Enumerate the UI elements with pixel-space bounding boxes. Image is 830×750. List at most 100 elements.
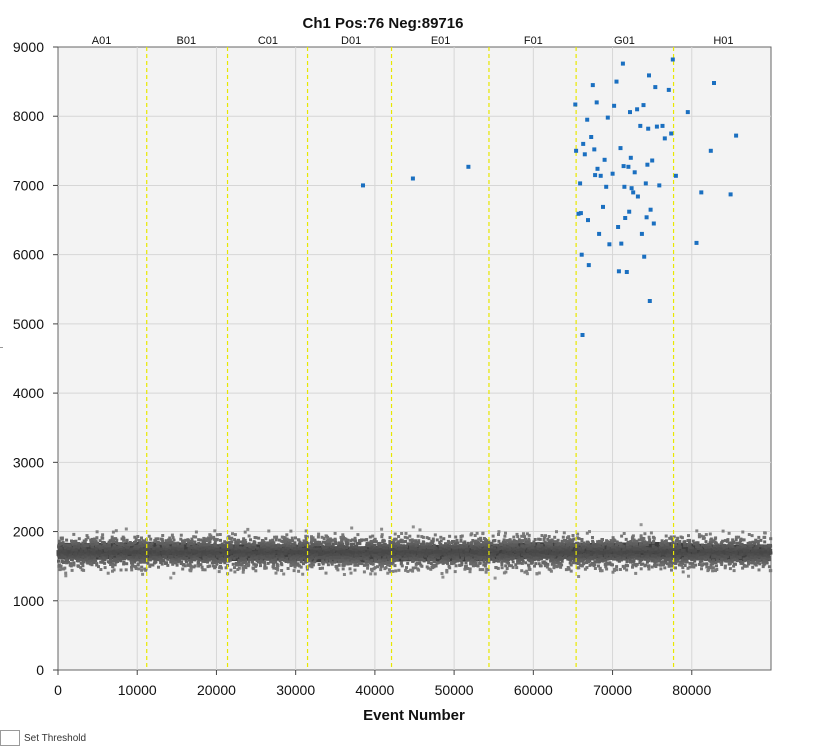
negative-droplet: [344, 560, 348, 564]
negative-droplet: [176, 551, 180, 555]
negative-droplet: [374, 551, 378, 554]
negative-droplet: [535, 549, 539, 553]
negative-droplet: [232, 550, 236, 554]
negative-droplet: [150, 545, 154, 549]
negative-droplet: [318, 555, 322, 559]
negative-droplet: [746, 549, 750, 553]
negative-droplet: [481, 531, 485, 535]
negative-droplet: [688, 565, 692, 569]
negative-droplet: [666, 557, 670, 561]
negative-droplet: [645, 550, 649, 554]
negative-droplet: [482, 551, 486, 555]
negative-droplet: [767, 554, 770, 558]
negative-droplet: [544, 561, 548, 565]
negative-droplet: [692, 542, 696, 546]
negative-droplet: [299, 560, 303, 564]
negative-droplet: [738, 548, 742, 552]
negative-droplet: [564, 568, 568, 572]
negative-droplet: [278, 559, 282, 563]
negative-droplet: [594, 547, 598, 551]
negative-droplet: [68, 544, 72, 548]
negative-droplet: [251, 547, 255, 551]
negative-droplet: [270, 548, 274, 552]
negative-droplet: [597, 549, 601, 553]
negative-droplet: [489, 541, 493, 545]
negative-droplet: [172, 538, 176, 542]
negative-droplet: [516, 535, 520, 539]
negative-droplet: [400, 532, 404, 535]
negative-droplet: [184, 553, 188, 557]
negative-droplet: [321, 540, 325, 544]
negative-droplet: [242, 553, 246, 557]
negative-droplet: [437, 549, 441, 553]
negative-droplet: [356, 533, 360, 537]
negative-droplet: [223, 558, 227, 561]
negative-droplet: [761, 548, 765, 552]
negative-droplet: [511, 553, 515, 556]
negative-droplet: [315, 543, 319, 547]
negative-droplet: [60, 567, 64, 571]
negative-droplet: [562, 531, 566, 535]
negative-droplet: [140, 565, 144, 569]
negative-droplet: [460, 557, 464, 560]
negative-droplet: [750, 534, 754, 538]
negative-droplet: [687, 534, 690, 538]
negative-droplet: [133, 545, 137, 549]
negative-droplet: [154, 560, 158, 564]
negative-droplet: [57, 546, 61, 550]
negative-droplet: [763, 531, 767, 535]
negative-droplet: [615, 568, 619, 572]
negative-droplet: [471, 539, 475, 542]
negative-droplet: [301, 542, 305, 545]
negative-droplet: [386, 544, 389, 548]
negative-droplet: [641, 539, 645, 543]
negative-droplet: [268, 555, 272, 559]
negative-droplet: [279, 561, 283, 565]
negative-droplet: [213, 546, 217, 549]
negative-droplet: [263, 545, 267, 549]
negative-droplet: [431, 564, 435, 568]
negative-droplet: [564, 549, 568, 553]
negative-droplet: [90, 563, 94, 567]
negative-droplet: [480, 543, 484, 547]
negative-droplet: [659, 545, 663, 549]
negative-droplet: [329, 548, 332, 552]
negative-droplet: [434, 564, 438, 568]
negative-droplet: [354, 553, 358, 557]
negative-droplet: [749, 544, 753, 547]
negative-droplet: [338, 558, 342, 562]
negative-droplet: [206, 560, 210, 564]
negative-droplet: [529, 551, 532, 555]
negative-droplet: [207, 546, 211, 550]
negative-droplet: [560, 539, 564, 543]
negative-droplet: [570, 540, 574, 544]
negative-droplet: [253, 541, 257, 545]
negative-droplet: [91, 555, 94, 559]
negative-droplet: [605, 539, 609, 543]
negative-droplet: [693, 559, 697, 563]
negative-droplet: [260, 560, 264, 564]
negative-droplet: [366, 544, 370, 548]
negative-droplet: [242, 561, 246, 564]
negative-droplet: [523, 555, 527, 559]
negative-droplet: [620, 550, 624, 553]
negative-droplet: [571, 554, 574, 558]
negative-droplet: [111, 569, 114, 573]
negative-droplet: [237, 549, 240, 553]
negative-droplet: [638, 542, 642, 546]
negative-droplet: [742, 538, 746, 542]
negative-droplet: [182, 555, 186, 559]
negative-droplet: [103, 561, 107, 565]
negative-droplet: [456, 553, 460, 557]
negative-droplet: [282, 540, 286, 544]
negative-droplet: [750, 549, 754, 553]
negative-droplet: [440, 548, 444, 552]
negative-droplet: [700, 549, 704, 553]
negative-droplet: [555, 565, 559, 569]
negative-droplet: [63, 549, 67, 552]
negative-droplet: [342, 549, 346, 553]
negative-droplet: [410, 542, 414, 546]
negative-droplet: [103, 542, 107, 546]
negative-droplet: [735, 555, 739, 559]
